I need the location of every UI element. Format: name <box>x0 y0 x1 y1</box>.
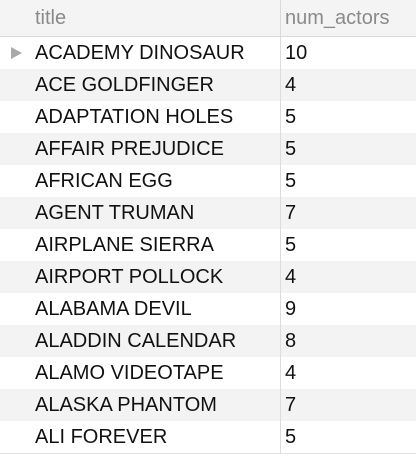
cell-title[interactable]: AFRICAN EGG <box>31 165 281 197</box>
table-row[interactable]: ACE GOLDFINGER 4 <box>0 69 416 101</box>
cell-num-actors[interactable]: 5 <box>285 426 297 448</box>
row-gutter[interactable] <box>0 325 31 357</box>
row-gutter[interactable] <box>0 165 31 197</box>
cell-num-actors[interactable]: 4 <box>285 266 297 288</box>
cell-num-actors[interactable]: 10 <box>285 42 308 64</box>
triangle-right-icon <box>11 47 22 59</box>
cell-title[interactable]: ALADDIN CALENDAR <box>31 325 281 357</box>
row-gutter[interactable] <box>0 421 31 453</box>
cell-title[interactable]: AFFAIR PREJUDICE <box>31 133 281 165</box>
cell-num-actors[interactable]: 7 <box>285 394 297 416</box>
cell-num-actors[interactable]: 5 <box>285 234 297 256</box>
table-row[interactable]: ALADDIN CALENDAR 8 <box>0 325 416 357</box>
cell-num-actors[interactable]: 7 <box>285 202 297 224</box>
cell-title[interactable]: ACADEMY DINOSAUR <box>31 37 281 69</box>
table-row[interactable]: ALABAMA DEVIL 9 <box>0 293 416 325</box>
cell-num-actors[interactable]: 5 <box>285 106 297 128</box>
cell-title[interactable]: AGENT TRUMAN <box>31 197 281 229</box>
cell-num-actors[interactable]: 9 <box>285 298 297 320</box>
row-gutter[interactable] <box>0 37 31 69</box>
table-row[interactable]: AFRICAN EGG 5 <box>0 165 416 197</box>
row-gutter[interactable] <box>0 229 31 261</box>
grid-body: ACADEMY DINOSAUR 10 ACE GOLDFINGER 4 ADAPTAT… <box>0 37 416 453</box>
cell-num-actors[interactable]: 4 <box>285 362 297 384</box>
cell-title[interactable]: AIRPORT POLLOCK <box>31 261 281 293</box>
row-gutter[interactable] <box>0 197 31 229</box>
cell-num-actors[interactable]: 5 <box>285 170 297 192</box>
table-row[interactable]: AIRPLANE SIERRA 5 <box>0 229 416 261</box>
column-header-num-actors[interactable]: num_actors <box>285 7 390 29</box>
table-row[interactable]: ADAPTATION HOLES 5 <box>0 101 416 133</box>
cell-title[interactable]: ALABAMA DEVIL <box>31 293 281 325</box>
column-header-title[interactable]: title <box>31 0 281 36</box>
cell-num-actors[interactable]: 5 <box>285 138 297 160</box>
row-gutter[interactable] <box>0 357 31 389</box>
cell-title[interactable]: AIRPLANE SIERRA <box>31 229 281 261</box>
table-row[interactable]: AGENT TRUMAN 7 <box>0 197 416 229</box>
row-gutter[interactable] <box>0 101 31 133</box>
cell-title[interactable]: ALAMO VIDEOTAPE <box>31 357 281 389</box>
grid-header: title num_actors <box>0 0 416 37</box>
table-row[interactable]: ALASKA PHANTOM 7 <box>0 389 416 421</box>
table-row[interactable]: AFFAIR PREJUDICE 5 <box>0 133 416 165</box>
cell-num-actors[interactable]: 8 <box>285 330 297 352</box>
table-row[interactable]: ALAMO VIDEOTAPE 4 <box>0 357 416 389</box>
cell-title[interactable]: ALASKA PHANTOM <box>31 389 281 421</box>
row-gutter[interactable] <box>0 389 31 421</box>
table-row[interactable]: ALI FOREVER 5 <box>0 421 416 453</box>
row-gutter[interactable] <box>0 133 31 165</box>
table-row[interactable]: ACADEMY DINOSAUR 10 <box>0 37 416 69</box>
cell-title[interactable]: ACE GOLDFINGER <box>31 69 281 101</box>
grid-bottom-divider <box>0 453 416 454</box>
cell-num-actors[interactable]: 4 <box>285 74 297 96</box>
cell-title[interactable]: ALI FOREVER <box>31 421 281 453</box>
row-gutter-header <box>0 0 31 36</box>
table-row[interactable]: AIRPORT POLLOCK 4 <box>0 261 416 293</box>
row-gutter[interactable] <box>0 293 31 325</box>
cell-title[interactable]: ADAPTATION HOLES <box>31 101 281 133</box>
row-gutter[interactable] <box>0 261 31 293</box>
row-gutter[interactable] <box>0 69 31 101</box>
